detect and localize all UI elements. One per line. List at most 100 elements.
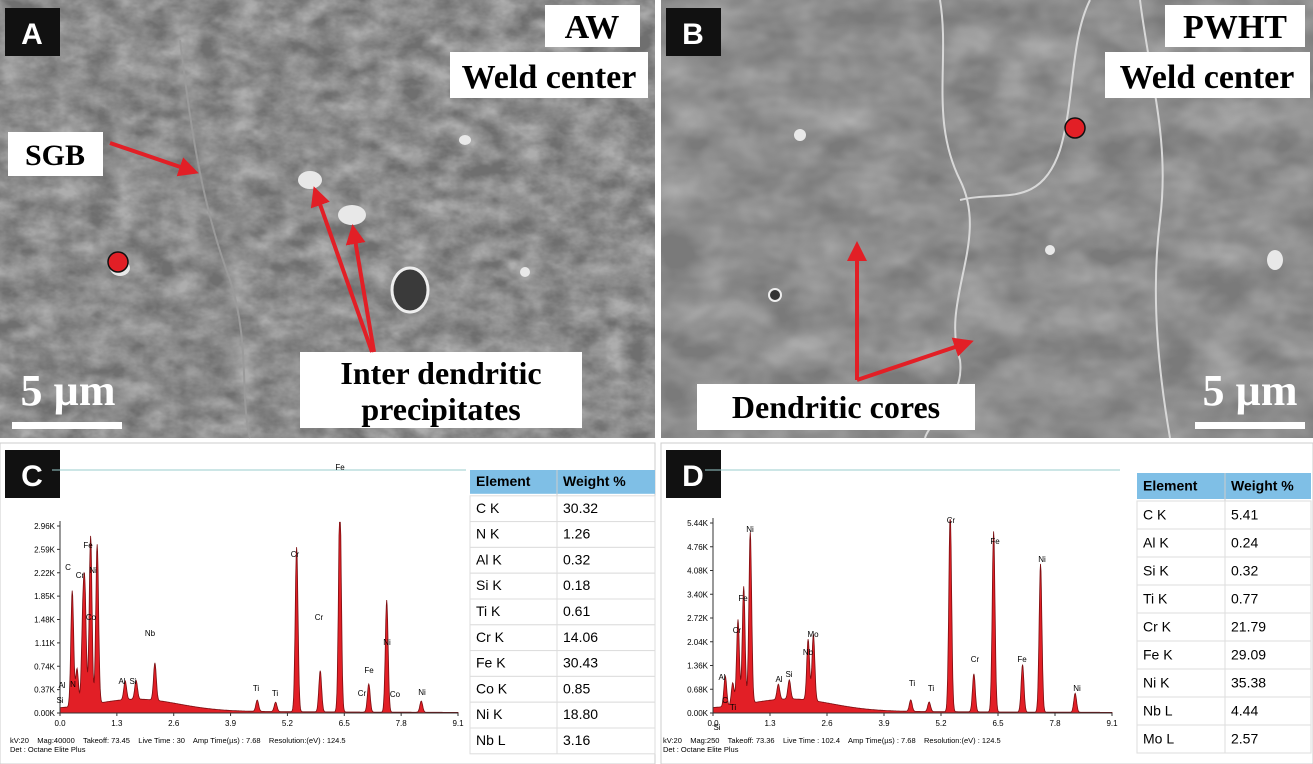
y-tick-label: 0.68K	[687, 685, 709, 694]
y-tick-label: 2.96K	[34, 522, 56, 531]
peak-label: Mo	[807, 630, 819, 639]
table-cell: 3.16	[563, 732, 590, 748]
label-box	[1165, 5, 1305, 47]
x-tick-label: 6.5	[992, 719, 1004, 728]
table-header	[1137, 473, 1311, 499]
table-cell: 0.32	[1231, 562, 1258, 578]
eds-point	[1064, 117, 1086, 139]
y-tick-label: 2.72K	[687, 614, 709, 623]
table-row	[469, 727, 656, 755]
label-box	[300, 352, 582, 428]
location: Weld center	[462, 59, 637, 96]
peak-label: Co	[390, 690, 401, 699]
peak-label: Si	[713, 723, 720, 732]
table-cell: Al K	[1143, 534, 1169, 550]
peak-label: Al	[775, 675, 782, 684]
table-cell: Ni K	[1143, 674, 1170, 690]
panel-label-box	[5, 8, 60, 56]
table-cell: C K	[476, 500, 500, 516]
scale-bar	[12, 422, 122, 429]
scale-label: 5 µm	[20, 366, 115, 415]
table-cell: 0.77	[1231, 590, 1258, 606]
peak-label: Fe	[1017, 655, 1027, 664]
precipitate	[1045, 245, 1055, 255]
table-row	[469, 546, 656, 574]
label-box	[450, 52, 648, 98]
panel-label-box	[666, 450, 721, 498]
table-header-cell: Weight %	[563, 473, 626, 489]
eds-point	[107, 251, 129, 273]
peak-label: Ti	[730, 703, 737, 712]
peak-label: Fe	[83, 541, 93, 550]
peak-label: Fe	[738, 594, 748, 603]
table-cell: Fe K	[476, 655, 506, 671]
y-tick-label: 2.04K	[687, 638, 709, 647]
peak-label: C	[65, 563, 71, 572]
boundary	[179, 39, 251, 439]
panel-label: B	[682, 18, 704, 51]
table-cell: 30.32	[563, 500, 598, 516]
y-tick-label: 2.59K	[34, 545, 56, 554]
x-tick-label: 3.9	[878, 719, 890, 728]
peak-label: Ni	[418, 688, 426, 697]
table-row	[1136, 612, 1312, 642]
x-tick-label: 1.3	[764, 719, 776, 728]
panel-label: C	[21, 460, 43, 493]
table-cell: 5.41	[1231, 506, 1258, 522]
table-cell: 18.80	[563, 706, 598, 722]
peak-label: Fe	[335, 463, 345, 472]
y-tick-label: 4.76K	[687, 543, 709, 552]
peak-label: Cr	[733, 626, 742, 635]
y-tick-label: 1.48K	[34, 616, 56, 625]
spectra: 0.00K 0.37K 0.74K 1.11K 1.48K 1.85K 2.22K 2.59K…	[10, 463, 1312, 755]
peak-label: Ti	[272, 689, 279, 698]
y-tick-label: 1.11K	[35, 639, 56, 648]
table-cell: C K	[1143, 506, 1167, 522]
precipitate	[338, 205, 366, 225]
peak-label: Ni	[1038, 555, 1046, 564]
precipitate	[768, 288, 782, 302]
precipitate	[459, 135, 471, 145]
table-cell: Fe K	[1143, 646, 1173, 662]
x-tick-label: 9.1	[1106, 719, 1118, 728]
peak-label: Cr	[315, 613, 324, 622]
precipitate	[520, 267, 530, 277]
table-row	[1136, 696, 1312, 726]
table-cell: Si K	[476, 577, 502, 593]
table-row	[1136, 584, 1312, 614]
table-cell: 21.79	[1231, 618, 1266, 634]
x-tick-label: 7.8	[1049, 719, 1061, 728]
peak-label: N	[70, 680, 76, 689]
table-cell: 0.32	[563, 551, 590, 567]
precipitate	[1267, 250, 1283, 270]
peak-label: Cr	[947, 516, 956, 525]
table-row	[1136, 556, 1312, 586]
table-header-cell: Element	[476, 473, 531, 489]
table-row	[1136, 640, 1312, 670]
table-row	[469, 624, 656, 652]
y-tick-label: 3.40K	[687, 590, 709, 599]
arrows	[109, 141, 974, 382]
annotation: Inter dendritic	[340, 355, 541, 391]
table-row	[469, 521, 656, 548]
x-tick-label: 2.6	[821, 719, 833, 728]
label-box	[8, 132, 103, 176]
table-row	[1136, 528, 1312, 558]
acquisition-info: Det : Octane Elite Plus	[10, 745, 86, 754]
peak-label: Ni	[746, 525, 754, 534]
x-tick-label: 9.1	[452, 719, 464, 728]
peak-label: Si	[785, 670, 792, 679]
peak-label: Al	[58, 681, 65, 690]
panel-label: D	[682, 460, 704, 493]
table-row	[469, 675, 656, 703]
y-tick-label: 4.08K	[687, 567, 709, 576]
table-cell: 4.44	[1231, 702, 1258, 718]
x-tick-label: 5.2	[935, 719, 947, 728]
table-cell: 29.09	[1231, 646, 1266, 662]
peak-label: Fe	[990, 537, 1000, 546]
peak-label: Nb	[145, 629, 156, 638]
y-tick-label: 0.74K	[34, 662, 56, 671]
y-tick-label: 1.85K	[34, 592, 56, 601]
table-cell: 0.61	[563, 603, 590, 619]
table-cell: Nb L	[476, 732, 506, 748]
